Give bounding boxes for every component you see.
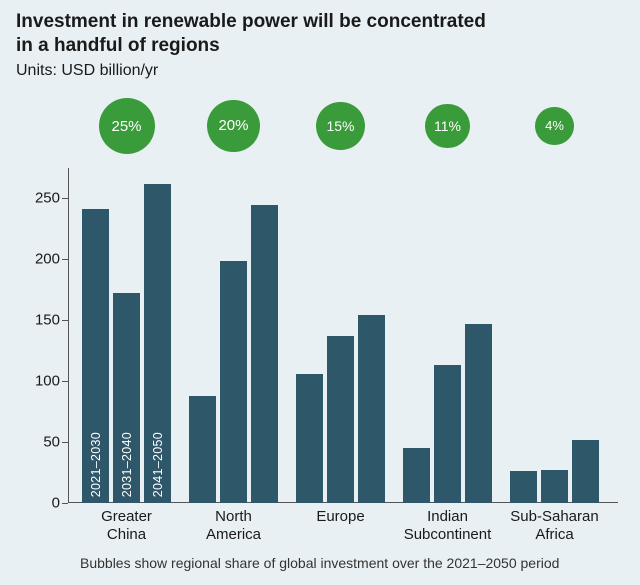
category-label: NorthAmerica bbox=[179, 508, 289, 544]
bar bbox=[327, 336, 354, 503]
bar bbox=[358, 315, 385, 503]
y-tick bbox=[62, 381, 68, 382]
share-bubble: 25% bbox=[99, 98, 155, 154]
bar bbox=[403, 448, 430, 503]
chart-title: Investment in renewable power will be co… bbox=[16, 10, 486, 58]
bar-period-label: 2021–2030 bbox=[89, 432, 103, 497]
bar-period-label: 2041–2050 bbox=[151, 432, 165, 497]
subtitle-units: USD billion/yr bbox=[61, 62, 158, 79]
y-tick-label: 250 bbox=[10, 190, 60, 207]
y-tick-label: 150 bbox=[10, 312, 60, 329]
category-label: Sub-SaharanAfrica bbox=[500, 508, 610, 544]
title-line-2: in a handful of regions bbox=[16, 35, 220, 56]
bar bbox=[465, 324, 492, 503]
bar-period-label: 2031–2040 bbox=[120, 432, 134, 497]
y-tick bbox=[62, 320, 68, 321]
bar bbox=[296, 374, 323, 503]
chart-subtitle: Units: USD billion/yr bbox=[16, 62, 158, 80]
bar bbox=[220, 261, 247, 503]
chart-footnote: Bubbles show regional share of global in… bbox=[80, 555, 559, 571]
y-tick bbox=[62, 259, 68, 260]
share-bubble: 15% bbox=[316, 102, 364, 150]
bar bbox=[189, 396, 216, 503]
y-axis-line bbox=[68, 168, 69, 503]
plot-area: 2021–2030 2031–2040 2041–2050 bbox=[68, 168, 618, 503]
chart-canvas: Investment in renewable power will be co… bbox=[0, 0, 640, 585]
share-bubble: 4% bbox=[535, 107, 573, 145]
y-tick-label: 200 bbox=[10, 251, 60, 268]
y-tick bbox=[62, 442, 68, 443]
share-bubble: 11% bbox=[425, 104, 469, 148]
category-label: Europe bbox=[286, 508, 396, 526]
y-tick bbox=[62, 198, 68, 199]
bar: 2021–2030 bbox=[82, 209, 109, 503]
y-tick bbox=[62, 503, 68, 504]
category-label: GreaterChina bbox=[72, 508, 182, 544]
y-tick-label: 0 bbox=[10, 495, 60, 512]
category-label: IndianSubcontinent bbox=[393, 508, 503, 544]
title-line-1: Investment in renewable power will be co… bbox=[16, 11, 486, 32]
bar: 2031–2040 bbox=[113, 293, 140, 503]
bar bbox=[572, 440, 599, 503]
y-tick-label: 100 bbox=[10, 373, 60, 390]
share-bubble: 20% bbox=[207, 100, 259, 152]
y-tick-label: 50 bbox=[10, 434, 60, 451]
bar bbox=[434, 365, 461, 503]
subtitle-prefix: Units: bbox=[16, 62, 61, 79]
bar: 2041–2050 bbox=[144, 184, 171, 503]
bar bbox=[541, 470, 568, 503]
bar bbox=[510, 471, 537, 503]
bar bbox=[251, 205, 278, 503]
